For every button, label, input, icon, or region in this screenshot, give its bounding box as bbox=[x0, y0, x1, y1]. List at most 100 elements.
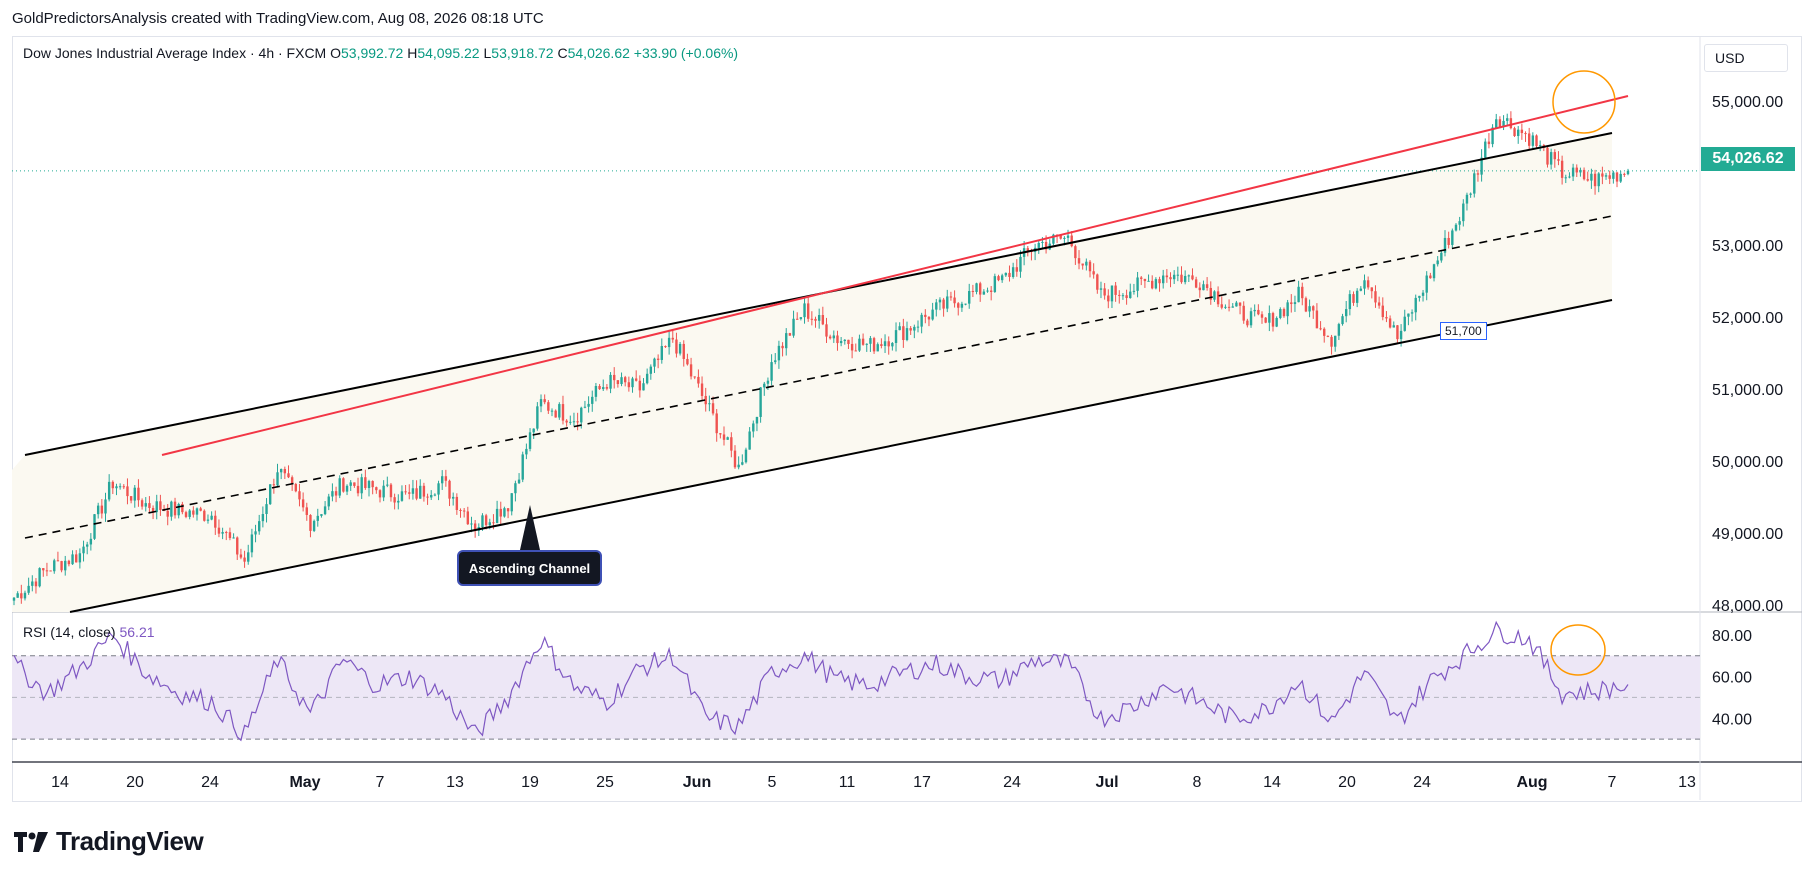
low-label: L bbox=[483, 45, 492, 61]
candle-down bbox=[627, 382, 631, 388]
candle-down bbox=[1015, 267, 1019, 272]
candle-up bbox=[320, 514, 323, 516]
candle-down bbox=[506, 508, 510, 512]
candle-up bbox=[232, 537, 235, 539]
candle-up bbox=[221, 532, 224, 534]
chart-attribution: GoldPredictorsAnalysis created with Trad… bbox=[12, 10, 544, 27]
candle-down bbox=[415, 488, 418, 499]
candle-up bbox=[510, 493, 513, 512]
candle-up bbox=[360, 477, 363, 494]
candle-down bbox=[1557, 159, 1560, 161]
candle-up bbox=[1568, 176, 1571, 178]
candle-down bbox=[1077, 258, 1081, 264]
candle-down bbox=[492, 522, 495, 524]
time-axis-label: Jul bbox=[1095, 774, 1118, 791]
candle-up bbox=[1414, 297, 1417, 313]
candle-up bbox=[1041, 241, 1044, 243]
candle-up bbox=[667, 337, 671, 348]
candle-down bbox=[1381, 305, 1384, 318]
candle-up bbox=[528, 432, 532, 449]
candle-down bbox=[203, 510, 206, 521]
candle-up bbox=[107, 481, 111, 500]
candle-down bbox=[166, 510, 169, 517]
candle-down bbox=[697, 376, 700, 384]
candle-up bbox=[935, 302, 938, 310]
candle-down bbox=[825, 324, 828, 337]
candle-up bbox=[64, 560, 67, 571]
candle-down bbox=[1315, 310, 1319, 329]
candle-up bbox=[964, 303, 967, 305]
candle-down bbox=[1151, 280, 1154, 289]
ascending-channel-label[interactable]: Ascending Channel bbox=[457, 550, 602, 586]
candle-down bbox=[473, 523, 477, 531]
candle-up bbox=[1590, 173, 1593, 181]
candle-up bbox=[774, 360, 777, 363]
candle-up bbox=[104, 499, 107, 514]
candle-down bbox=[1125, 295, 1128, 299]
candle-down bbox=[151, 507, 155, 513]
candle-down bbox=[309, 514, 312, 531]
time-axis-label: 14 bbox=[1263, 774, 1281, 791]
candle-down bbox=[781, 345, 784, 349]
open-value: 53,992.72 bbox=[341, 45, 404, 61]
currency-selector[interactable]: USD bbox=[1704, 44, 1788, 72]
candle-down bbox=[272, 484, 276, 486]
candle-up bbox=[1297, 286, 1300, 303]
candle-down bbox=[462, 510, 466, 512]
candle-up bbox=[338, 478, 341, 496]
candle-up bbox=[53, 560, 56, 572]
candle-down bbox=[971, 291, 975, 293]
candle-up bbox=[210, 515, 213, 520]
candle-up bbox=[839, 341, 843, 344]
candle-up bbox=[759, 387, 762, 417]
candle-down bbox=[159, 501, 162, 510]
candle-up bbox=[1286, 302, 1289, 317]
candle-up bbox=[1410, 312, 1414, 314]
candle-down bbox=[1194, 279, 1198, 288]
candle-up bbox=[441, 476, 444, 484]
candle-down bbox=[561, 404, 565, 421]
candle-down bbox=[788, 333, 792, 336]
candle-down bbox=[1513, 128, 1516, 137]
candle-up bbox=[785, 333, 788, 349]
candle-up bbox=[744, 449, 748, 463]
rsi-value: 56.21 bbox=[119, 624, 155, 640]
swing-low-label[interactable]: 51,700 bbox=[1440, 322, 1487, 340]
tradingview-logo[interactable]: TradingView bbox=[14, 826, 204, 857]
candle-down bbox=[173, 501, 177, 516]
candle-down bbox=[1158, 279, 1161, 284]
candle-up bbox=[1549, 152, 1553, 165]
candle-up bbox=[572, 421, 576, 423]
candle-up bbox=[470, 523, 473, 525]
candle-up bbox=[503, 508, 506, 517]
candle-up bbox=[1172, 274, 1176, 280]
price-axis-tick-label: 52,000.00 bbox=[1712, 310, 1783, 327]
candle-up bbox=[1531, 135, 1535, 146]
candle-down bbox=[422, 485, 426, 497]
candle-down bbox=[1114, 285, 1117, 295]
candle-down bbox=[872, 338, 876, 352]
candle-down bbox=[192, 510, 195, 515]
candle-up bbox=[1619, 173, 1622, 182]
candle-up bbox=[170, 501, 173, 517]
candle-up bbox=[763, 383, 766, 388]
candle-up bbox=[1308, 306, 1311, 312]
candle-up bbox=[1495, 119, 1498, 128]
candle-up bbox=[803, 303, 806, 318]
time-axis-label: 24 bbox=[1413, 774, 1431, 791]
candle-down bbox=[880, 344, 883, 346]
candle-down bbox=[1271, 313, 1275, 327]
candle-up bbox=[755, 416, 759, 424]
candle-down bbox=[364, 477, 367, 489]
candle-down bbox=[942, 299, 945, 309]
candle-down bbox=[1008, 272, 1011, 277]
candle-down bbox=[909, 328, 912, 331]
candle-down bbox=[184, 512, 188, 517]
candle-up bbox=[883, 341, 887, 346]
candle-up bbox=[986, 290, 989, 292]
candle-down bbox=[1238, 302, 1242, 306]
candle-down bbox=[375, 487, 378, 491]
candle-up bbox=[1432, 264, 1436, 279]
candle-up bbox=[982, 291, 986, 295]
